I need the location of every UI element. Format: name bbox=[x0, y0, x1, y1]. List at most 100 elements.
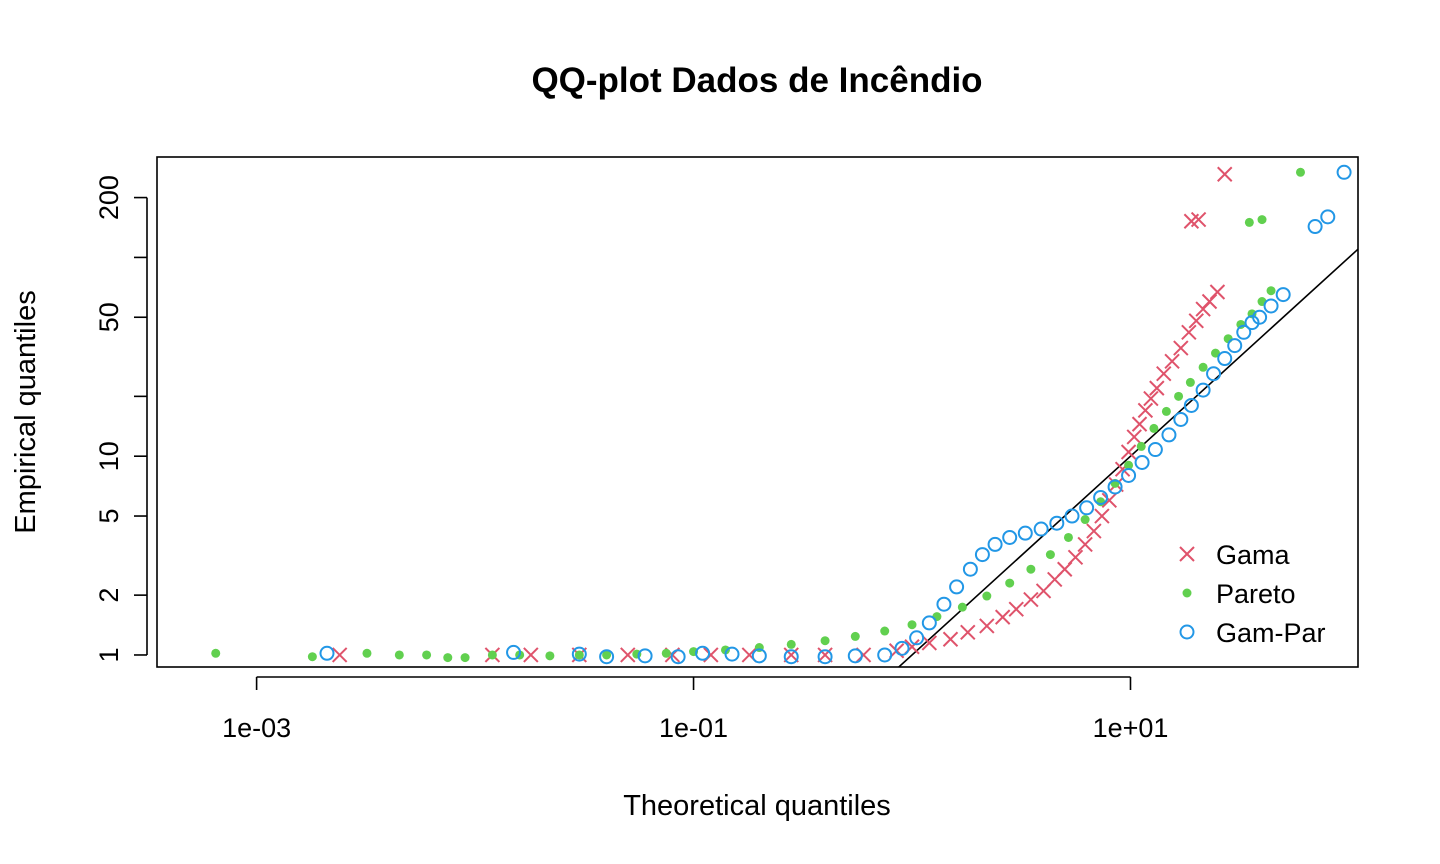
data-point-gam-par bbox=[987, 536, 1003, 552]
data-point-gam-par bbox=[1161, 427, 1177, 443]
data-point-gam-par bbox=[909, 630, 925, 646]
data-point-pareto bbox=[1136, 441, 1146, 451]
data-point-gama bbox=[1143, 390, 1159, 407]
data-point-pareto bbox=[957, 602, 967, 612]
series-pareto bbox=[211, 167, 1305, 663]
data-point-gama bbox=[817, 647, 833, 663]
chart-title: QQ-plot Dados de Incêndio bbox=[531, 61, 982, 100]
data-point-pareto bbox=[307, 652, 317, 662]
data-point-pareto bbox=[1257, 215, 1267, 225]
data-point-gam-par bbox=[1107, 479, 1123, 495]
data-point-pareto bbox=[1266, 286, 1276, 296]
data-point-gama bbox=[1217, 166, 1233, 182]
data-point-gam-par bbox=[894, 640, 910, 656]
data-point-pareto bbox=[720, 645, 730, 655]
data-point-pareto bbox=[1005, 578, 1015, 588]
series-gam-par bbox=[319, 164, 1352, 665]
data-point-gam-par bbox=[506, 644, 522, 660]
data-point-gama bbox=[1156, 365, 1172, 382]
y-tick-label: 1 bbox=[94, 647, 124, 662]
data-point-gama bbox=[1131, 416, 1148, 432]
data-point-gam-par bbox=[1173, 411, 1189, 427]
legend-item-pareto: Pareto bbox=[1182, 579, 1296, 609]
data-point-gama bbox=[1181, 324, 1197, 341]
legend-label-gam-par: Gam-Par bbox=[1216, 618, 1326, 648]
data-point-gam-par bbox=[1033, 521, 1049, 537]
data-point-gam-par bbox=[1236, 324, 1252, 340]
data-point-pareto bbox=[1124, 460, 1134, 470]
data-point-pareto bbox=[1223, 334, 1233, 344]
data-point-gam-par bbox=[936, 596, 952, 612]
data-point-gam-par bbox=[1049, 515, 1065, 531]
data-point-gam-par bbox=[695, 645, 711, 661]
data-point-gama bbox=[1008, 601, 1024, 617]
data-point-gam-par bbox=[1134, 454, 1150, 470]
data-point-pareto bbox=[545, 651, 555, 661]
x-axis: 1e-03 1e-01 1e+01 bbox=[222, 676, 1169, 743]
data-point-gam-par bbox=[571, 646, 587, 662]
data-point-pareto bbox=[1045, 550, 1055, 560]
data-point-gama bbox=[1094, 508, 1110, 524]
data-point-gama bbox=[1137, 402, 1154, 419]
data-point-pareto bbox=[786, 639, 796, 649]
data-point-gam-par bbox=[1079, 500, 1095, 516]
data-point-gam-par bbox=[1252, 309, 1268, 325]
data-point-pareto bbox=[880, 626, 890, 636]
data-point-gam-par bbox=[751, 648, 767, 664]
data-point-pareto bbox=[394, 650, 404, 660]
data-point-pareto bbox=[1211, 348, 1221, 358]
data-point-gama bbox=[1126, 429, 1142, 445]
data-point-gam-par bbox=[847, 648, 863, 664]
data-point-pareto bbox=[460, 653, 470, 663]
data-point-pareto bbox=[907, 620, 917, 630]
data-point-gama bbox=[1190, 211, 1207, 228]
data-point-gama bbox=[523, 647, 539, 663]
data-point-pareto bbox=[574, 650, 584, 660]
legend-marker-pareto bbox=[1182, 588, 1192, 598]
legend: Gama Pareto Gam-Par bbox=[1179, 540, 1326, 648]
legend-marker-gama bbox=[1179, 546, 1195, 562]
x-tick-label: 1e-03 bbox=[222, 713, 291, 743]
data-point-gama bbox=[1067, 549, 1084, 566]
legend-marker-gam-par bbox=[1179, 624, 1195, 640]
data-point-gam-par bbox=[670, 649, 686, 665]
data-point-gama bbox=[331, 647, 348, 663]
data-point-gam-par bbox=[817, 649, 833, 665]
data-point-gama bbox=[1209, 284, 1226, 300]
data-point-pareto bbox=[1080, 515, 1090, 525]
reference-line bbox=[897, 248, 1358, 667]
data-point-gam-par bbox=[1307, 219, 1323, 235]
data-point-gam-par bbox=[1263, 298, 1279, 314]
data-point-gama bbox=[942, 631, 959, 647]
data-point-gam-par bbox=[962, 561, 978, 577]
data-point-pareto bbox=[211, 648, 221, 658]
data-point-pareto bbox=[850, 631, 860, 641]
x-tick-label: 1e+01 bbox=[1093, 713, 1169, 743]
data-point-pareto bbox=[1295, 167, 1305, 177]
data-point-gam-par bbox=[1206, 366, 1222, 382]
data-point-gam-par bbox=[724, 646, 740, 662]
y-axis-title: Empirical quantiles bbox=[10, 290, 42, 533]
y-tick-label: 10 bbox=[94, 441, 124, 471]
data-point-pareto bbox=[422, 650, 432, 660]
data-point-pareto bbox=[1161, 406, 1171, 416]
data-point-gam-par bbox=[1244, 315, 1260, 331]
data-point-gam-par bbox=[1227, 338, 1243, 354]
plot-frame bbox=[156, 156, 1359, 668]
y-tick-label: 200 bbox=[94, 175, 124, 220]
data-point-pareto bbox=[820, 636, 830, 646]
data-point-pareto bbox=[362, 648, 372, 658]
data-point-gama bbox=[1173, 340, 1189, 356]
data-point-pareto bbox=[443, 653, 453, 663]
data-point-gama bbox=[1023, 591, 1039, 608]
data-point-gam-par bbox=[637, 648, 653, 664]
legend-item-gama: Gama bbox=[1179, 540, 1291, 570]
data-point-gam-par bbox=[1064, 508, 1080, 524]
data-point-gama bbox=[1101, 492, 1118, 509]
data-point-pareto bbox=[1026, 564, 1036, 574]
data-point-pareto bbox=[487, 650, 497, 660]
y-tick-label: 5 bbox=[94, 509, 124, 524]
data-point-gama bbox=[1201, 293, 1218, 310]
legend-label-pareto: Pareto bbox=[1216, 579, 1296, 609]
